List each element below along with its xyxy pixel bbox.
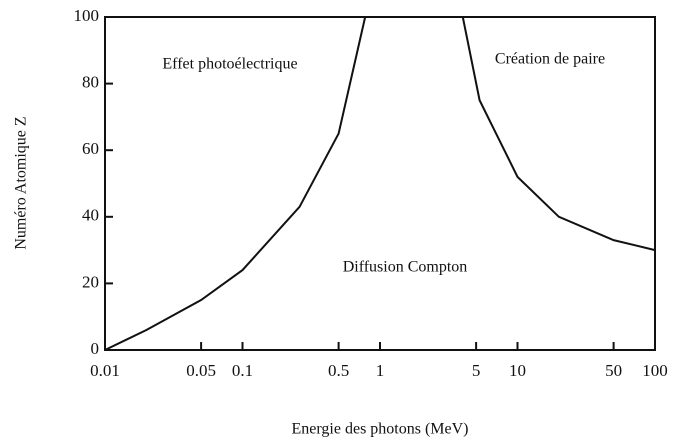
- y-tick-label: 100: [74, 6, 100, 25]
- x-tick-label: 0.01: [90, 361, 120, 380]
- x-axis-label: Energie des photons (MeV): [292, 421, 469, 438]
- curve: [461, 16, 656, 252]
- y-tick-label: 40: [82, 206, 99, 225]
- annotation: Diffusion Compton: [343, 259, 468, 276]
- y-tick-label: 80: [82, 73, 99, 92]
- annotation: Création de paire: [495, 51, 605, 68]
- x-tick-label: 100: [642, 361, 668, 380]
- x-tick-label: 0.5: [328, 361, 349, 380]
- x-tick-label: 0.1: [232, 361, 253, 380]
- y-tick-label: 60: [82, 139, 99, 158]
- y-tick-label: 20: [82, 272, 99, 291]
- x-tick-label: 5: [472, 361, 481, 380]
- y-tick-label: 0: [91, 339, 100, 358]
- x-tick-label: 1: [376, 361, 385, 380]
- x-tick-label: 0.05: [186, 361, 216, 380]
- curve: [104, 16, 367, 351]
- x-tick-label: 50: [605, 361, 622, 380]
- annotation: Effet photoélectrique: [162, 56, 297, 73]
- x-tick-label: 10: [509, 361, 526, 380]
- y-axis-label: Numéro Atomique Z: [13, 116, 30, 249]
